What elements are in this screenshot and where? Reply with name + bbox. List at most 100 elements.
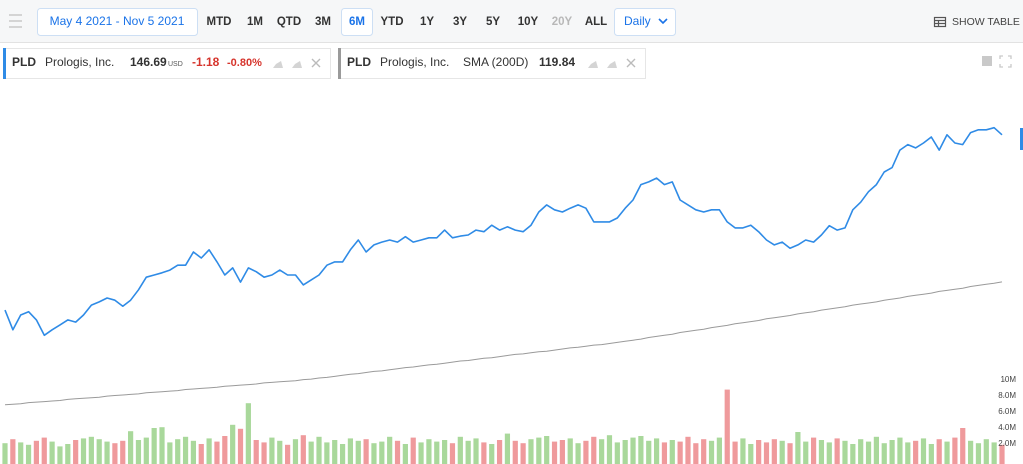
volume-bar	[269, 437, 275, 464]
volume-bar	[222, 436, 228, 464]
volume-bar	[167, 442, 173, 464]
volume-bar	[18, 442, 24, 464]
range-button[interactable]: 1Y	[420, 16, 434, 28]
volume-bar	[795, 432, 801, 464]
range-button[interactable]: YTD	[381, 16, 404, 28]
volume-bar	[80, 438, 87, 464]
volume-bar	[756, 440, 762, 464]
volume-bar	[214, 441, 220, 464]
volume-bar	[544, 436, 550, 464]
volume-bar	[182, 436, 189, 464]
volume-bar	[748, 444, 754, 464]
volume-bar	[128, 431, 134, 464]
volume-bar	[991, 442, 997, 464]
volume-bar	[339, 444, 346, 464]
volume-bar	[983, 439, 989, 464]
range-button[interactable]: 3M	[315, 16, 331, 28]
range-button[interactable]: 5Y	[486, 16, 500, 28]
volume-bar	[308, 441, 314, 464]
legend-tools	[273, 61, 302, 68]
volume-bar	[653, 438, 660, 464]
volume-bar	[701, 439, 707, 464]
volume-bar	[763, 442, 770, 464]
range-button[interactable]: MTD	[207, 16, 232, 28]
range-button[interactable]: ALL	[585, 16, 607, 28]
volume-bar	[591, 436, 597, 464]
legend-indicator: SMA (200D)	[463, 55, 528, 69]
volume-bar	[41, 437, 47, 464]
volume-bar	[277, 440, 283, 464]
y-tick-label: 6.0M	[998, 407, 1016, 416]
volume-bar	[583, 440, 589, 464]
expand-icon[interactable]	[999, 55, 1012, 68]
legend-value: 119.84	[539, 55, 575, 69]
volume-bar	[457, 436, 463, 464]
volume-bar	[677, 441, 683, 464]
legend-company: Prologis, Inc.	[45, 55, 114, 69]
volume-bar	[245, 403, 251, 464]
volume-bar	[520, 443, 526, 464]
volume-bar	[630, 437, 636, 464]
volume-bar	[646, 440, 652, 464]
volume-bar	[324, 442, 330, 464]
volume-bar	[2, 443, 8, 464]
volume-bar	[449, 443, 456, 464]
legend-price: 146.69	[130, 55, 167, 69]
range-button[interactable]: 6M	[349, 16, 365, 28]
range-button[interactable]: 1M	[247, 16, 263, 28]
range-button[interactable]: QTD	[277, 16, 301, 28]
download-icon[interactable]	[982, 56, 992, 66]
volume-bar	[873, 436, 879, 464]
volume-bar	[285, 444, 291, 464]
volume-bar	[599, 439, 605, 464]
volume-bar	[504, 433, 511, 464]
volume-bar	[33, 440, 40, 464]
volume-bar	[442, 440, 448, 464]
range-button[interactable]: 10Y	[518, 16, 539, 28]
volume-bar	[960, 428, 966, 464]
interval-dropdown[interactable]	[614, 8, 676, 36]
y-tick-label: 8.0M	[998, 391, 1016, 400]
volume-bar	[49, 441, 55, 464]
range-button[interactable]: 3Y	[453, 16, 467, 28]
volume-bar	[206, 438, 212, 464]
volume-bar	[889, 440, 895, 464]
date-range[interactable]: May 4 2021 - Nov 5 2021	[50, 14, 185, 28]
volume-bar	[73, 440, 79, 464]
legend-company: Prologis, Inc.	[380, 55, 449, 69]
volume-bar	[897, 437, 903, 464]
volume-bar	[230, 424, 236, 464]
volume-bar	[842, 440, 848, 464]
volume-bar	[850, 444, 856, 464]
legend-close[interactable]	[626, 58, 636, 68]
volume-bar	[387, 436, 393, 464]
interval[interactable]: Daily	[624, 14, 651, 28]
range-button-active	[341, 8, 373, 36]
legend-close[interactable]	[311, 58, 321, 68]
volume-bar	[371, 443, 377, 464]
volume-bar	[920, 438, 927, 464]
volume-bar	[936, 439, 942, 464]
volume-bar	[834, 438, 840, 464]
volume-bar	[410, 437, 416, 464]
y-tick-label: 4.0M	[998, 423, 1016, 432]
volume-bar	[536, 437, 542, 464]
volume-bar	[952, 437, 958, 464]
volume-bar	[606, 435, 613, 464]
volume-bar	[418, 442, 424, 464]
volume-bar	[732, 441, 738, 464]
volume-bar	[559, 440, 565, 464]
legend-change: -1.18	[192, 55, 220, 69]
volume-bar	[402, 444, 408, 464]
volume-bar	[316, 436, 322, 464]
volume-bar	[622, 440, 628, 464]
legend-marker	[3, 48, 6, 79]
volume-bar	[638, 436, 644, 464]
show-table[interactable]: SHOW TABLE	[952, 16, 1020, 28]
volume-bar	[567, 438, 573, 464]
volume-bar	[858, 439, 864, 464]
volume-bar	[143, 437, 149, 464]
volume-bar	[803, 441, 809, 464]
date-range-button[interactable]	[37, 8, 198, 36]
